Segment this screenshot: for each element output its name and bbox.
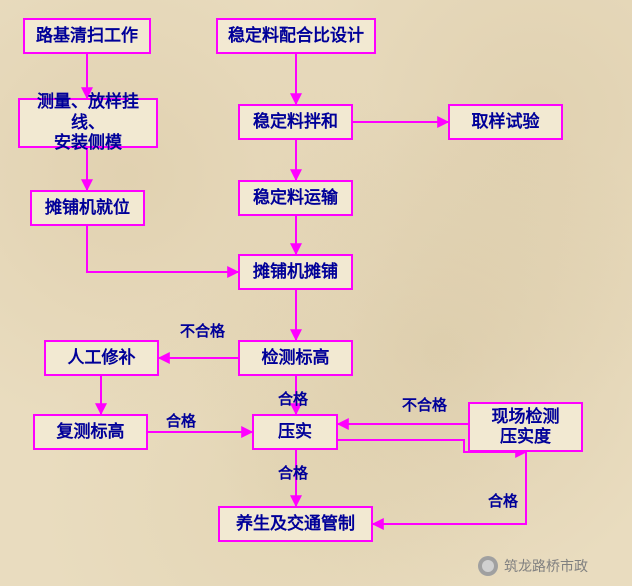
edge-label-l_hg4: 合格 xyxy=(488,490,518,511)
watermark: 筑龙路桥市政 xyxy=(478,556,588,576)
edge-label-l_bhg1: 不合格 xyxy=(180,320,225,341)
edge-label-l_hg3: 合格 xyxy=(278,462,308,483)
edge-label-l_hg1: 合格 xyxy=(166,410,196,431)
flow-node-n13: 现场检测 压实度 xyxy=(468,402,583,452)
flow-node-n6: 摊铺机就位 xyxy=(30,190,145,226)
edge-p3 xyxy=(87,226,238,272)
edge-p16 xyxy=(373,452,526,524)
flow-node-n9: 检测标高 xyxy=(238,340,353,376)
flow-edges xyxy=(0,0,632,586)
watermark-text: 筑龙路桥市政 xyxy=(504,556,588,576)
flow-node-n3: 测量、放样挂线、 安装侧模 xyxy=(18,98,158,148)
flow-node-n14: 养生及交通管制 xyxy=(218,506,373,542)
flow-node-n11: 复测标高 xyxy=(33,414,148,450)
flow-node-n1: 路基清扫工作 xyxy=(23,18,151,54)
flow-node-n10: 人工修补 xyxy=(44,340,159,376)
flow-node-n8: 摊铺机摊铺 xyxy=(238,254,353,290)
flow-node-n12: 压实 xyxy=(252,414,338,450)
flow-node-n4: 稳定料拌和 xyxy=(238,104,353,140)
edge-label-l_hg2: 合格 xyxy=(278,388,308,409)
flow-node-n2: 稳定料配合比设计 xyxy=(216,18,376,54)
flow-node-n5: 取样试验 xyxy=(448,104,563,140)
wechat-icon xyxy=(478,556,498,576)
flow-node-n7: 稳定料运输 xyxy=(238,180,353,216)
edge-label-l_bhg2: 不合格 xyxy=(402,394,447,415)
